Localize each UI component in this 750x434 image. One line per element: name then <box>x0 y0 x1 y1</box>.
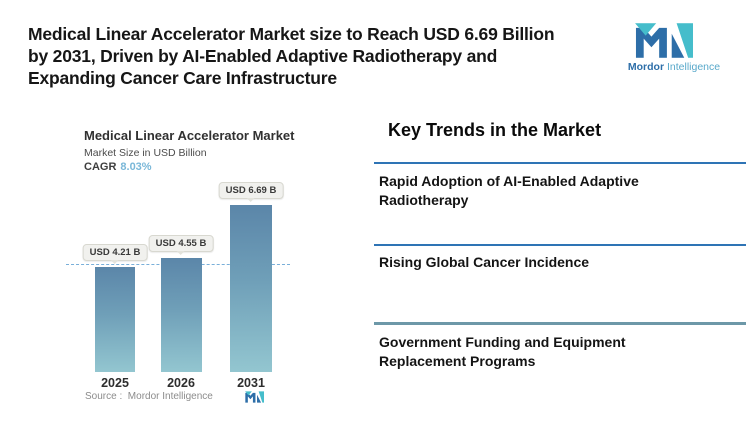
brand-name-bold: Mordor <box>627 61 665 73</box>
bar-value-label-2031: USD 6.69 B <box>218 181 284 202</box>
bar-2025 <box>95 266 135 372</box>
trend-divider-3 <box>374 322 746 325</box>
cagr-value: 8.03% <box>120 161 152 173</box>
x-axis-label-2031: 2031 <box>237 376 265 390</box>
chart-title: Medical Linear Accelerator Market <box>84 128 295 143</box>
bar-2026 <box>161 258 202 372</box>
trend-divider-1 <box>374 162 746 164</box>
page-title-line-1: Medical Linear Accelerator Market size t… <box>28 24 555 44</box>
source-attribution: Source : Mordor Intelligence <box>85 391 213 402</box>
x-axis-label-2026: 2026 <box>167 376 195 390</box>
trend-item-1: Rapid Adoption of AI-Enabled Adaptive Ra… <box>379 173 639 208</box>
page-title-line-2: by 2031, Driven by AI-Enabled Adaptive R… <box>28 46 498 66</box>
trend-item-2: Rising Global Cancer Incidence <box>379 254 590 270</box>
mordor-intelligence-mini-logo-icon <box>245 391 264 403</box>
bar-chart: USD 4.21 B USD 4.55 B USD 6.69 B 2025 20… <box>64 120 306 390</box>
trend-item-3: Government Funding and Equipment Replace… <box>379 334 626 369</box>
cagr-label: CAGR <box>84 161 117 173</box>
page-title-line-3: Expanding Cancer Care Infrastructure <box>28 68 337 88</box>
chart-subtitle: Market Size in USD Billion <box>84 147 207 159</box>
brand-name: Mordor Intelligence <box>624 61 724 73</box>
bar-value-label-2026: USD 4.55 B <box>148 235 214 256</box>
brand-name-light: Intelligence <box>666 61 721 73</box>
trend-divider-2 <box>374 244 746 246</box>
mordor-intelligence-logo-icon <box>635 23 693 58</box>
bar-value-label-2025: USD 4.21 B <box>82 243 148 264</box>
x-axis-label-2025: 2025 <box>101 376 129 390</box>
bar-2031 <box>230 204 272 372</box>
trends-heading: Key Trends in the Market <box>388 120 602 140</box>
cagr-row: CAGR 8.03% <box>84 161 152 173</box>
